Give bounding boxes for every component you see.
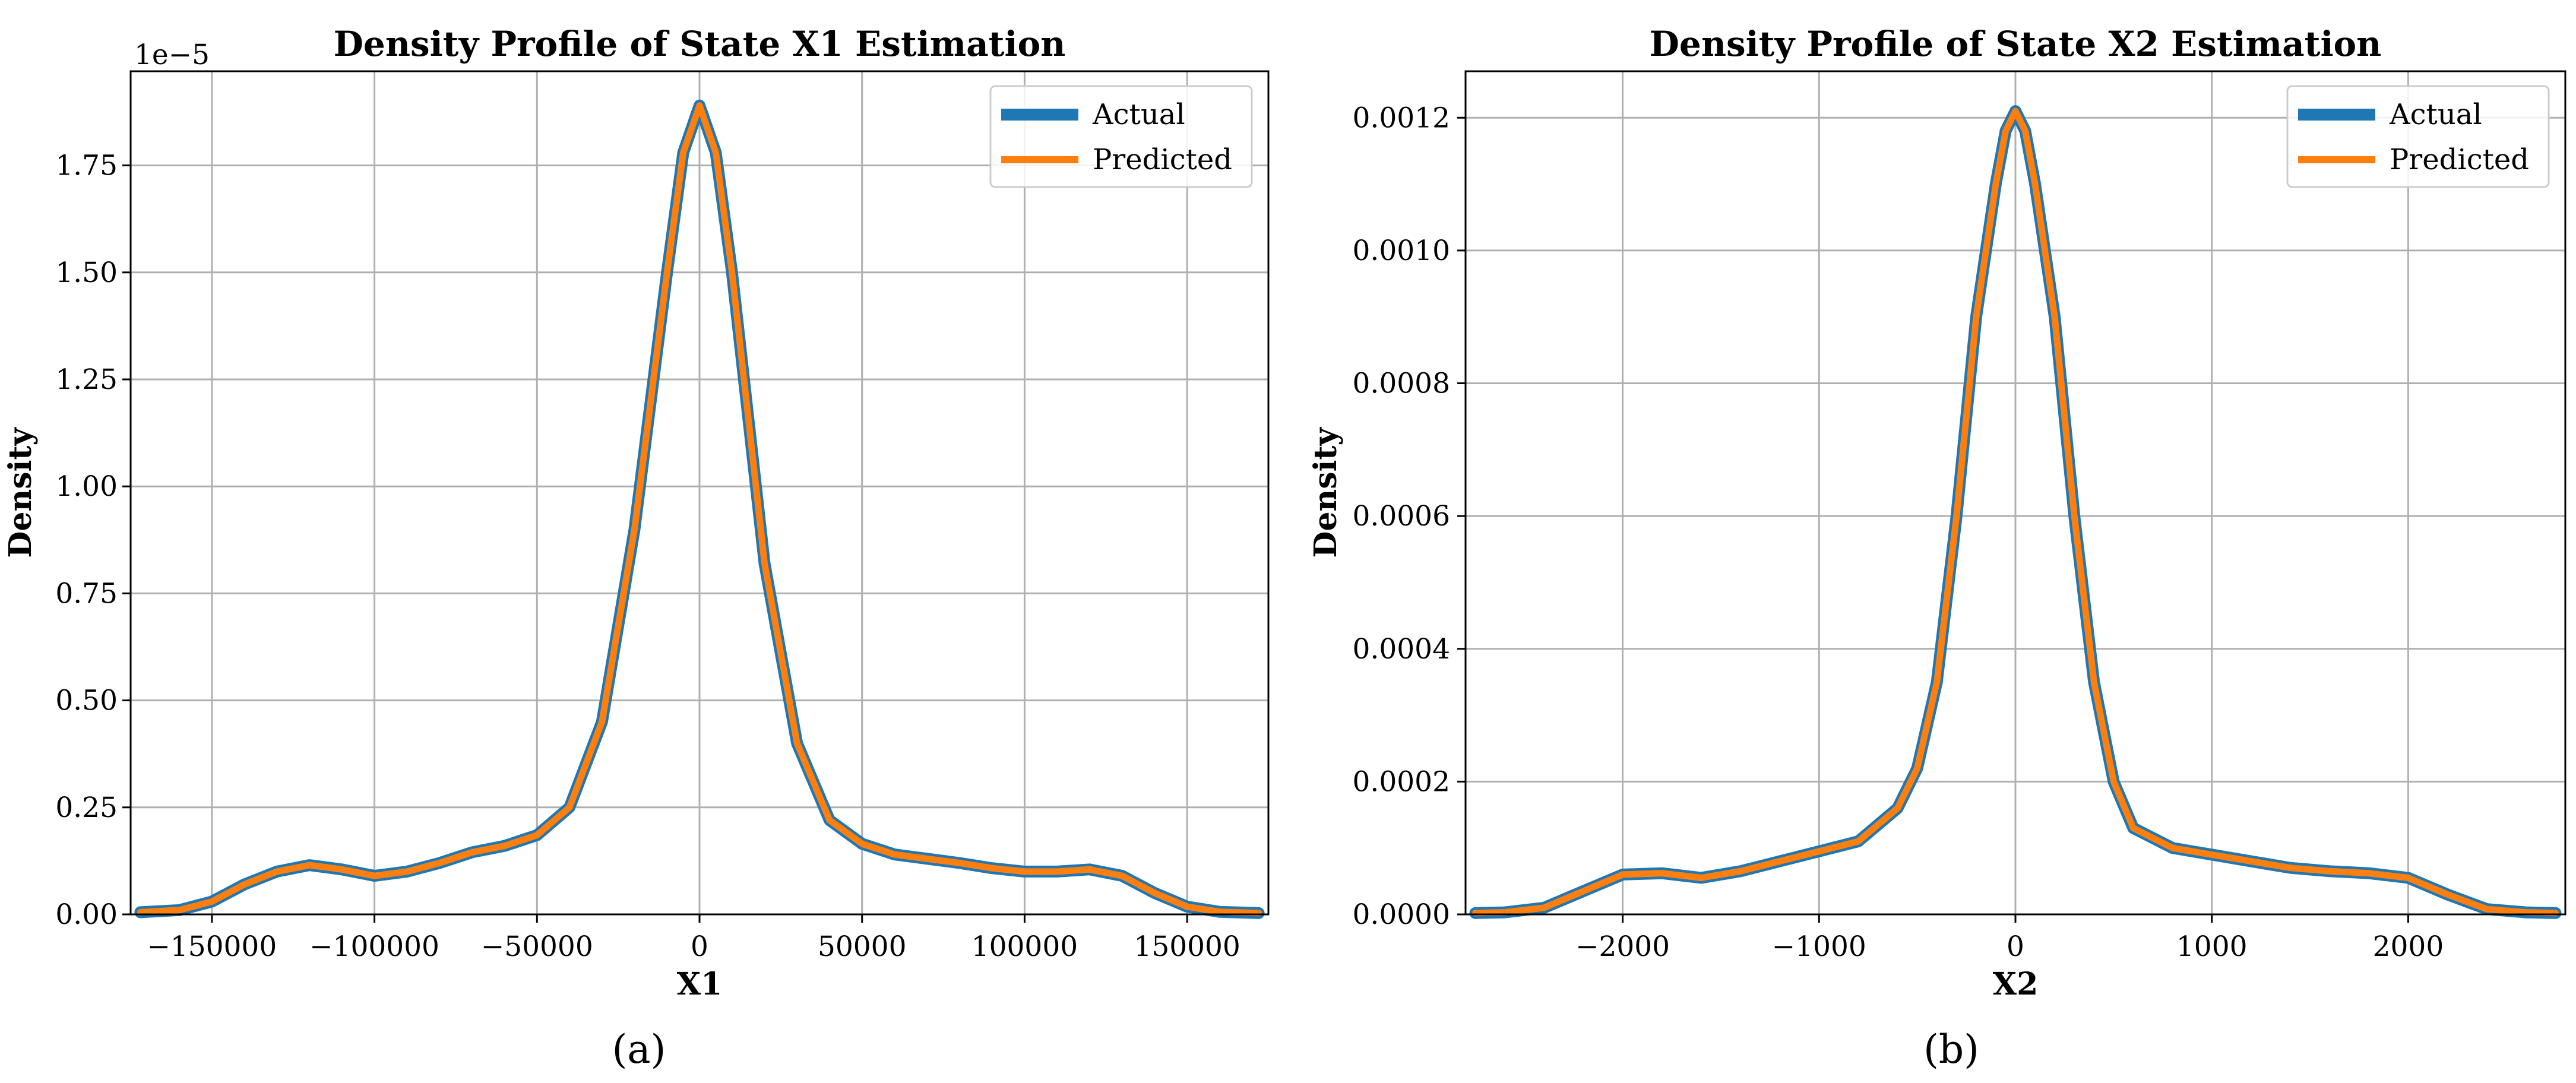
legend-label-predicted: Predicted [1093,143,1232,176]
y-tick-label: 1.75 [55,150,118,182]
y-offset-label: 1e−5 [134,39,210,71]
y-axis-label: Density [2,427,39,558]
y-tick-label: 0.75 [55,577,118,610]
x-tick-label: 0 [2007,930,2024,963]
x-axis-label: X2 [1993,966,2039,1002]
x-tick-label: 0 [691,930,708,963]
y-tick-label: 0.0000 [1353,898,1450,931]
y-tick-label: 1.00 [55,470,118,503]
y-tick-label: 0.00 [55,898,118,931]
y-tick-label: 0.0006 [1353,500,1450,533]
y-tick-label: 0.25 [55,791,118,824]
chart-x1-density: −150000 −100000 −50000 0 50000 100000 150000 0.… [2,24,1270,1002]
legend: Actual Predicted [2286,85,2550,188]
chart-title: Density Profile of State X1 Estimation [334,24,1066,64]
y-tick-label: 0.0010 [1353,235,1450,267]
series-line-predicted [1472,107,2559,917]
y-tick-label: 0.0008 [1353,368,1450,400]
x-tick-label: 150000 [1134,930,1240,963]
x-tick-label: −2000 [1575,930,1670,963]
x-tick-label: −150000 [147,930,277,963]
x-tick-label: −100000 [309,930,439,963]
x-tick-label: 2000 [2373,930,2444,963]
legend: Actual Predicted [989,85,1253,188]
x-tick-label: 100000 [971,930,1078,963]
y-tick-label: 0.50 [55,685,118,717]
x-tick-label: 1000 [2176,930,2248,963]
x-axis-label: X1 [677,966,723,1002]
x-tick-label: −1000 [1772,930,1866,963]
legend-label-actual: Actual [1092,98,1185,131]
legend-label-predicted: Predicted [2390,143,2529,176]
caption-a: (a) [612,1027,666,1072]
y-tick-label: 0.0012 [1353,102,1450,134]
chart-x2-density: −2000 −1000 0 1000 2000 0.0000 0.0002 0.0004 0.0… [1308,24,2566,1002]
y-tick-label: 1.50 [55,256,118,289]
y-tick-label: 0.0004 [1353,633,1450,666]
y-tick-label: 1.25 [55,363,118,396]
y-tick-label: 0.0002 [1353,765,1450,798]
chart-title: Density Profile of State X2 Estimation [1650,24,2382,64]
y-axis-label: Density [1308,427,1344,558]
x-tick-label: −50000 [481,930,593,963]
caption-b: (b) [1923,1027,1979,1072]
legend-label-actual: Actual [2389,98,2482,131]
series-line-predicted [137,102,1262,917]
x-tick-label: 50000 [818,930,907,963]
